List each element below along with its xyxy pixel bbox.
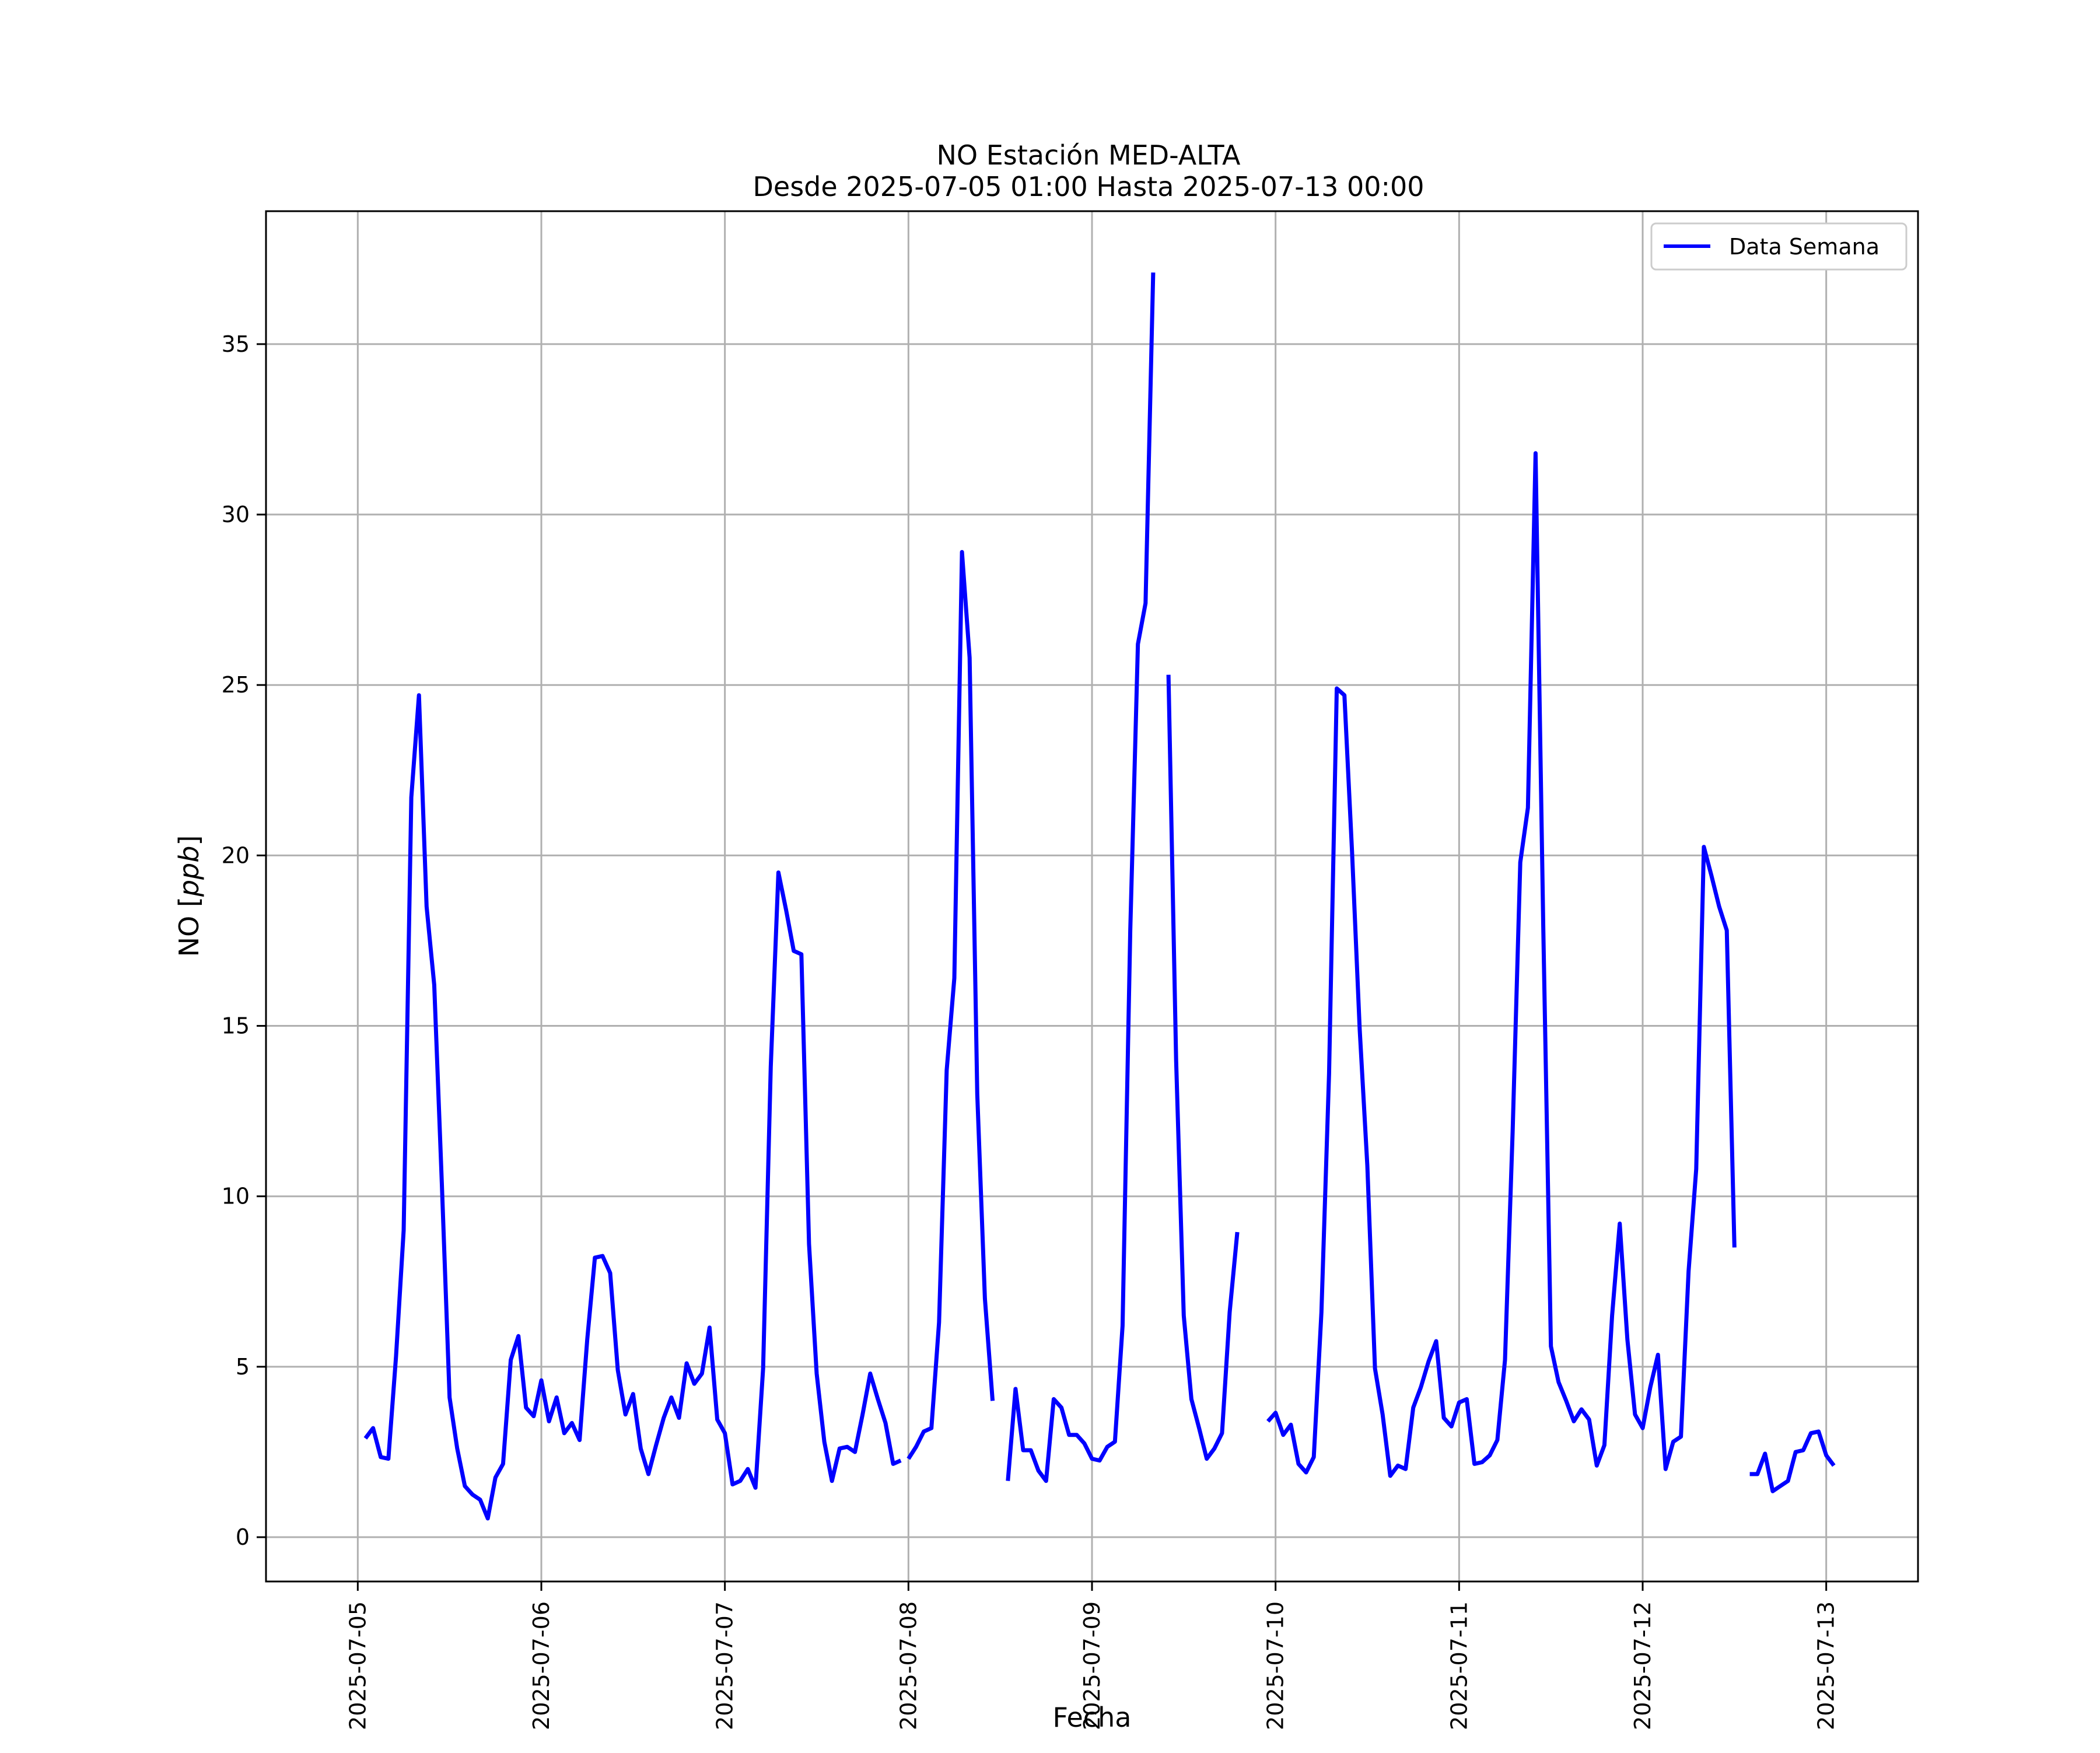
x-tick-label: 2025-07-10 <box>1263 1601 1289 1730</box>
x-tick-label: 2025-07-08 <box>895 1601 921 1730</box>
y-axis-label-unit: ppb <box>173 846 205 898</box>
series-data-semana <box>363 272 1836 1521</box>
y-tick-label: 15 <box>222 1013 250 1039</box>
series-line-segment-6 <box>1749 1429 1836 1493</box>
legend-label-data-semana: Data Semana <box>1729 234 1880 260</box>
chart-title: NO Estación MED-ALTA <box>936 139 1241 171</box>
series-line-segment-1 <box>363 693 902 1521</box>
x-tick-label: 2025-07-11 <box>1446 1601 1472 1730</box>
y-tick-label: 35 <box>222 331 250 357</box>
series-line-segment-4 <box>1166 674 1240 1461</box>
x-tick-label: 2025-07-07 <box>712 1601 738 1730</box>
chart-subtitle: Desde 2025-07-05 01:00 Hasta 2025-07-13 … <box>752 171 1424 202</box>
series-line-segment-2 <box>907 550 995 1460</box>
x-tick-label: 2025-07-09 <box>1079 1601 1105 1730</box>
x-tick-label: 2025-07-06 <box>528 1601 554 1730</box>
x-axis-ticks: 2025-07-05 2025-07-06 2025-07-07 2025-07-08… <box>345 1581 1839 1730</box>
y-axis-label: NO [ppb] <box>173 835 205 957</box>
y-axis-label-quantity: NO <box>173 916 205 957</box>
x-tick-label: 2025-07-05 <box>345 1601 370 1730</box>
x-tick-label: 2025-07-13 <box>1814 1601 1839 1730</box>
legend: Data Semana <box>1650 222 1908 271</box>
y-tick-label: 5 <box>236 1354 250 1380</box>
y-axis-ticks: 0 5 10 15 20 25 30 35 <box>222 331 266 1550</box>
series-line-segment-3 <box>1006 272 1156 1483</box>
grid-lines <box>266 211 1918 1581</box>
legend-box <box>1650 222 1908 271</box>
y-tick-label: 30 <box>222 502 250 527</box>
x-axis-label: Fecha <box>1053 1702 1132 1733</box>
y-tick-label: 10 <box>222 1184 250 1209</box>
y-tick-label: 0 <box>236 1524 250 1550</box>
x-tick-label: 2025-07-12 <box>1630 1601 1656 1730</box>
series-line-segment-5 <box>1266 451 1737 1478</box>
y-tick-label: 20 <box>222 842 250 868</box>
y-tick-label: 25 <box>222 672 250 698</box>
